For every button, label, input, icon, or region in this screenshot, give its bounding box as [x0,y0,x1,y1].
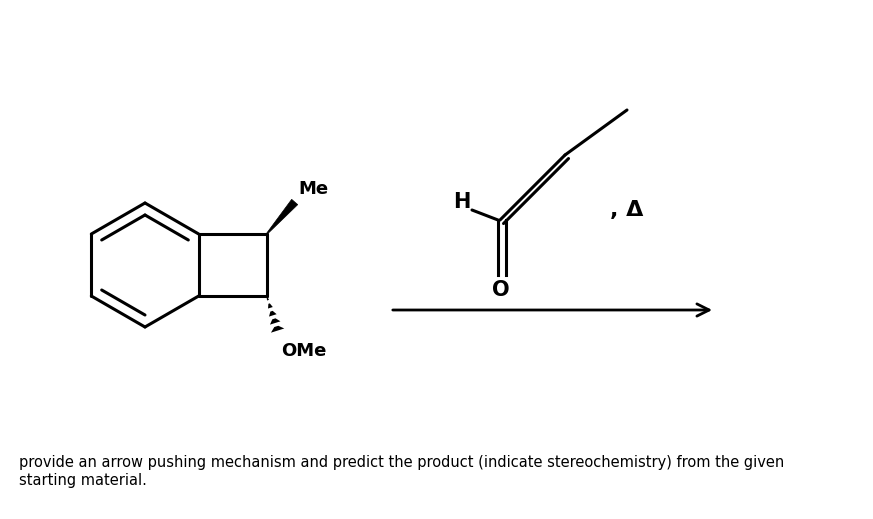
Polygon shape [270,318,280,325]
Text: H: H [453,192,471,212]
Text: Me: Me [299,180,329,198]
Text: , Δ: , Δ [610,200,643,220]
Text: O: O [492,280,510,300]
Polygon shape [271,326,285,333]
Polygon shape [266,199,298,235]
Polygon shape [268,304,272,308]
Polygon shape [266,296,269,301]
Text: provide an arrow pushing mechanism and predict the product (indicate stereochemi: provide an arrow pushing mechanism and p… [19,456,785,488]
Polygon shape [269,311,277,317]
Text: OMe: OMe [281,342,327,360]
